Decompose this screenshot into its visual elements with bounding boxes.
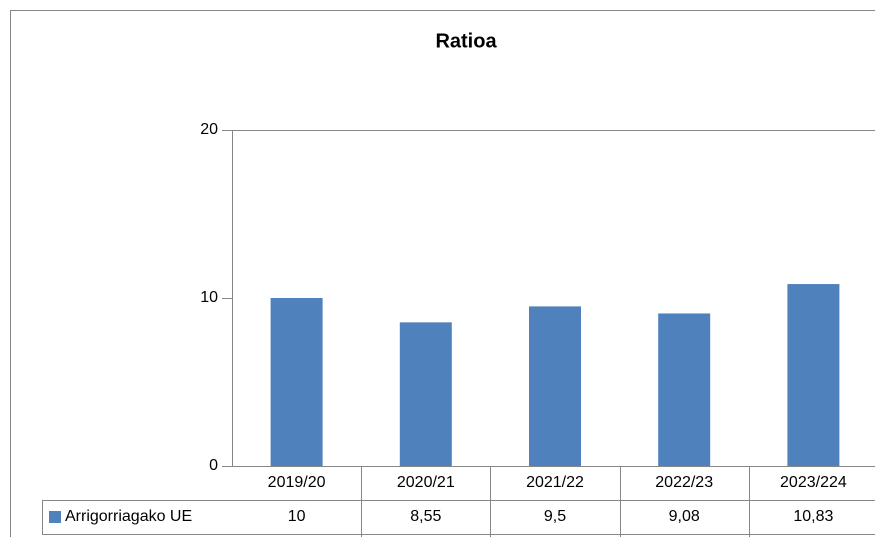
bar — [399, 322, 452, 466]
chart-title: Ratioa — [435, 30, 497, 52]
y-tick-label: 20 — [200, 121, 218, 138]
bar — [787, 284, 840, 466]
table-value: 9,5 — [544, 508, 566, 525]
table-value: 8,55 — [410, 508, 441, 525]
x-tick-label: 2022/23 — [655, 474, 713, 491]
x-tick-label: 2020/21 — [397, 474, 455, 491]
x-tick-label: 2023/224 — [780, 474, 847, 491]
table-value: 10 — [288, 508, 306, 525]
x-tick-label: 2019/20 — [268, 474, 326, 491]
legend-label: Arrigorriagako UE — [65, 508, 192, 525]
y-tick-label: 0 — [209, 457, 218, 474]
table-value: 9,08 — [669, 508, 700, 525]
bar — [270, 298, 323, 466]
table-value: 10,83 — [793, 508, 833, 525]
bar — [529, 306, 581, 466]
y-tick-label: 10 — [200, 289, 218, 306]
bar — [658, 313, 711, 466]
x-tick-label: 2021/22 — [526, 474, 584, 491]
legend-key — [49, 511, 61, 523]
